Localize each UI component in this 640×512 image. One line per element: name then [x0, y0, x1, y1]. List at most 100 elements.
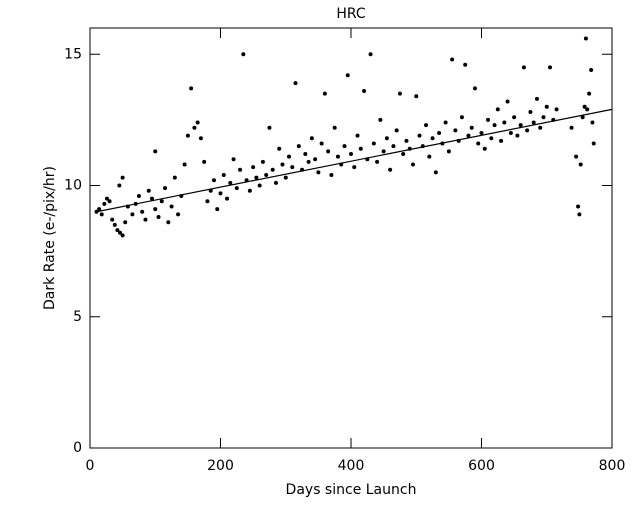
data-point [578, 162, 583, 167]
data-point [486, 117, 491, 122]
data-point [267, 125, 272, 130]
data-point [205, 199, 210, 204]
data-point [198, 136, 203, 141]
data-point [489, 136, 494, 141]
data-point [296, 144, 301, 149]
data-point [99, 212, 104, 217]
data-point [342, 144, 347, 149]
data-point [306, 159, 311, 164]
data-point [371, 141, 376, 146]
data-point [476, 141, 481, 146]
y-tick-label: 0 [73, 440, 82, 456]
y-tick-label: 15 [64, 46, 82, 62]
data-point [211, 178, 216, 183]
y-axis-label: Dark Rate (e-/pix/hr) [42, 166, 58, 310]
data-point [257, 183, 262, 188]
data-point [102, 201, 107, 206]
data-point [446, 149, 451, 154]
data-point [469, 125, 474, 130]
data-point [531, 120, 536, 125]
data-point [218, 191, 223, 196]
data-point [349, 152, 353, 156]
data-point [404, 138, 409, 143]
data-point [117, 183, 122, 188]
data-point [358, 146, 363, 151]
data-point [202, 159, 207, 164]
x-tick-label: 400 [338, 458, 365, 474]
data-point [195, 120, 200, 125]
data-point [589, 68, 594, 72]
data-point [120, 233, 125, 238]
data-point [189, 86, 194, 91]
data-point [326, 149, 331, 154]
data-point [335, 154, 340, 159]
data-point [185, 133, 190, 138]
data-point [153, 149, 158, 154]
data-point [280, 162, 285, 167]
data-point [394, 128, 399, 133]
data-point [143, 217, 148, 222]
data-point [544, 104, 549, 109]
data-point [515, 133, 520, 138]
data-point [169, 204, 174, 209]
data-point [264, 173, 269, 177]
data-point [146, 188, 151, 193]
plot-frame [89, 27, 613, 449]
data-point [110, 217, 115, 222]
data-point [277, 146, 282, 151]
data-point [401, 152, 406, 156]
data-point [355, 133, 360, 138]
data-point [541, 115, 546, 120]
data-point [149, 196, 154, 201]
data-point [313, 157, 318, 162]
x-tick-label: 600 [468, 458, 495, 474]
data-point [410, 162, 415, 167]
data-point [508, 131, 513, 135]
data-point [430, 136, 435, 141]
data-point [225, 196, 230, 201]
data-point [309, 136, 314, 141]
data-point [459, 115, 464, 120]
y-tick-label: 10 [64, 178, 82, 194]
data-point [512, 115, 517, 120]
x-tick-label: 0 [86, 458, 95, 474]
data-point [215, 207, 220, 212]
data-point [293, 81, 298, 86]
data-point [231, 157, 236, 162]
data-point [583, 36, 588, 41]
data-point [163, 186, 168, 191]
data-point [107, 199, 112, 204]
data-point [505, 99, 510, 104]
data-point [453, 128, 458, 133]
data-point [525, 128, 530, 133]
data-point [120, 175, 125, 180]
data-point [391, 144, 396, 149]
fit-line [96, 108, 613, 213]
data-point [538, 125, 543, 130]
data-point [534, 96, 539, 101]
data-point [414, 94, 419, 99]
data-point [192, 125, 197, 130]
data-point [172, 175, 177, 180]
data-point [254, 175, 259, 180]
data-point [381, 149, 386, 154]
data-point [388, 167, 393, 172]
data-point [417, 133, 422, 138]
data-point [345, 73, 350, 78]
data-point [384, 136, 389, 141]
data-point [273, 180, 278, 185]
data-point [352, 165, 357, 170]
data-point [234, 186, 239, 191]
x-tick-label: 200 [207, 458, 234, 474]
data-point [104, 196, 109, 201]
data-point [260, 159, 265, 164]
data-point [368, 52, 373, 57]
data-point [166, 220, 171, 225]
data-point [319, 141, 324, 146]
data-point [528, 110, 533, 114]
y-tick-label: 5 [73, 309, 82, 325]
data-point [97, 207, 102, 212]
data-point [587, 91, 592, 96]
